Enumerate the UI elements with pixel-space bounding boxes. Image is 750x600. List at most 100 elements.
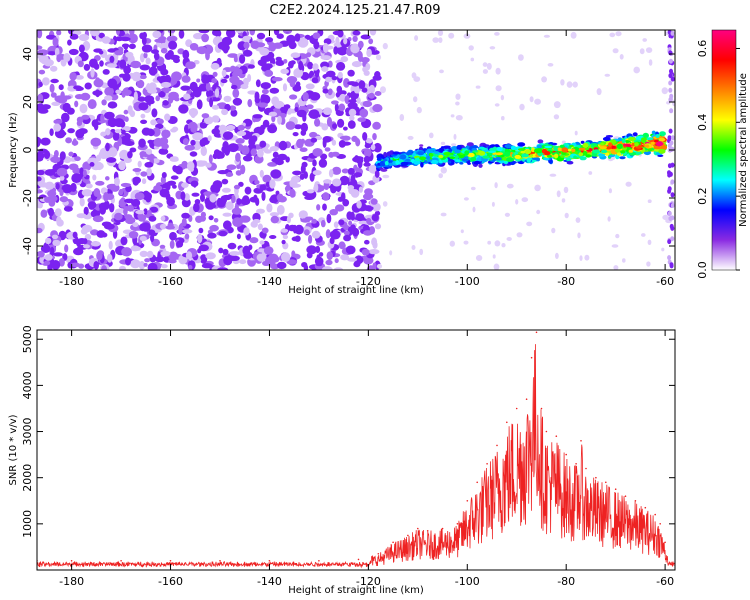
signal-cell — [405, 151, 413, 156]
noise-cell — [506, 183, 514, 189]
noise-cell — [105, 128, 111, 136]
noise-cell — [331, 151, 340, 157]
x-tick-label: -180 — [59, 575, 84, 588]
signal-cell — [651, 130, 656, 135]
noise-cell — [240, 164, 246, 175]
signal-cell — [425, 156, 431, 160]
noise-cell — [76, 116, 84, 124]
noise-cell — [46, 51, 57, 56]
noise-cell — [172, 165, 183, 174]
noise-cell — [81, 224, 93, 233]
noise-cell — [38, 182, 50, 188]
signal-cell — [419, 156, 427, 161]
noise-cell — [493, 263, 500, 270]
noise-cell — [350, 189, 360, 198]
noise-cell — [209, 193, 217, 203]
noise-cell — [382, 174, 390, 179]
noise-cell — [145, 84, 154, 91]
snr-point — [580, 440, 582, 442]
noise-cell — [494, 182, 498, 189]
noise-cell — [348, 99, 357, 104]
noise-cell — [289, 188, 296, 198]
noise-cell — [71, 262, 81, 268]
noise-cell — [129, 110, 136, 118]
noise-cell — [667, 211, 672, 216]
noise-cell — [93, 78, 104, 88]
snr-point — [476, 481, 479, 484]
noise-cell — [350, 43, 360, 54]
noise-cell — [51, 101, 61, 107]
noise-cell — [438, 173, 444, 179]
y-tick-label: 4000 — [21, 371, 34, 399]
signal-cell — [610, 139, 617, 145]
spectrogram-x-label: Height of straight line (km) — [288, 285, 424, 296]
noise-cell — [234, 203, 239, 213]
noise-cell — [169, 54, 180, 61]
snr-point — [585, 467, 587, 470]
snr-point — [659, 523, 661, 525]
noise-cell — [150, 233, 155, 243]
noise-cell — [178, 30, 185, 39]
noise-cell — [37, 49, 49, 56]
noise-cell — [37, 227, 43, 234]
signal-cell — [478, 163, 483, 168]
noise-cell — [343, 230, 350, 236]
noise-cell — [90, 137, 102, 147]
snr-point — [664, 541, 666, 544]
snr-y-label: SNR (10 * v/v) — [8, 414, 19, 485]
noise-cell — [259, 140, 267, 148]
noise-cell — [148, 66, 158, 76]
noise-cell — [123, 207, 128, 216]
noise-cell — [258, 102, 268, 108]
noise-cell — [51, 234, 59, 240]
noise-cell — [570, 31, 577, 39]
noise-cell — [314, 118, 321, 127]
noise-cell — [365, 138, 373, 144]
signal-cell — [565, 157, 572, 162]
signal-cell — [447, 160, 452, 164]
noise-cell — [455, 101, 460, 106]
noise-cell — [292, 84, 302, 92]
noise-cell — [165, 225, 175, 230]
colorbar-tick-label: 0.4 — [696, 114, 709, 132]
noise-cell — [59, 196, 69, 203]
noise-cell — [147, 139, 154, 144]
noise-cell — [43, 150, 51, 159]
noise-cell — [326, 251, 333, 260]
noise-cell — [242, 35, 252, 41]
noise-cell — [131, 71, 142, 82]
signal-cell — [520, 150, 526, 154]
signal-cell — [524, 149, 532, 155]
noise-cell — [670, 76, 675, 82]
noise-cell — [547, 63, 554, 67]
noise-cell — [53, 123, 62, 132]
noise-cell — [114, 177, 120, 186]
x-tick-label: -60 — [656, 275, 674, 288]
signal-cell — [534, 148, 542, 154]
noise-cell — [389, 250, 393, 256]
noise-cell — [143, 208, 148, 215]
noise-cell — [211, 78, 218, 84]
noise-cell — [124, 214, 133, 220]
noise-cell — [249, 30, 256, 36]
noise-cell — [182, 229, 193, 234]
noise-cell — [332, 123, 338, 129]
noise-cell — [345, 245, 356, 255]
noise-cell — [242, 155, 253, 162]
noise-cell — [49, 128, 54, 136]
noise-cell — [271, 115, 276, 123]
noise-cell — [363, 230, 373, 236]
noise-cell — [529, 96, 534, 103]
snr-panel: -180 -160 -140 -120 -100 -80 -60 1000 2000 3000 4… — [8, 325, 676, 596]
noise-cell — [354, 87, 360, 94]
noise-cell — [302, 92, 309, 102]
noise-cell — [264, 69, 274, 77]
noise-cell — [68, 151, 74, 157]
noise-cell — [160, 68, 169, 76]
noise-cell — [318, 158, 328, 168]
noise-cell — [106, 253, 113, 263]
noise-cell — [358, 186, 363, 193]
noise-cell — [322, 192, 330, 201]
signal-cell — [432, 153, 439, 157]
noise-cell — [119, 265, 126, 270]
